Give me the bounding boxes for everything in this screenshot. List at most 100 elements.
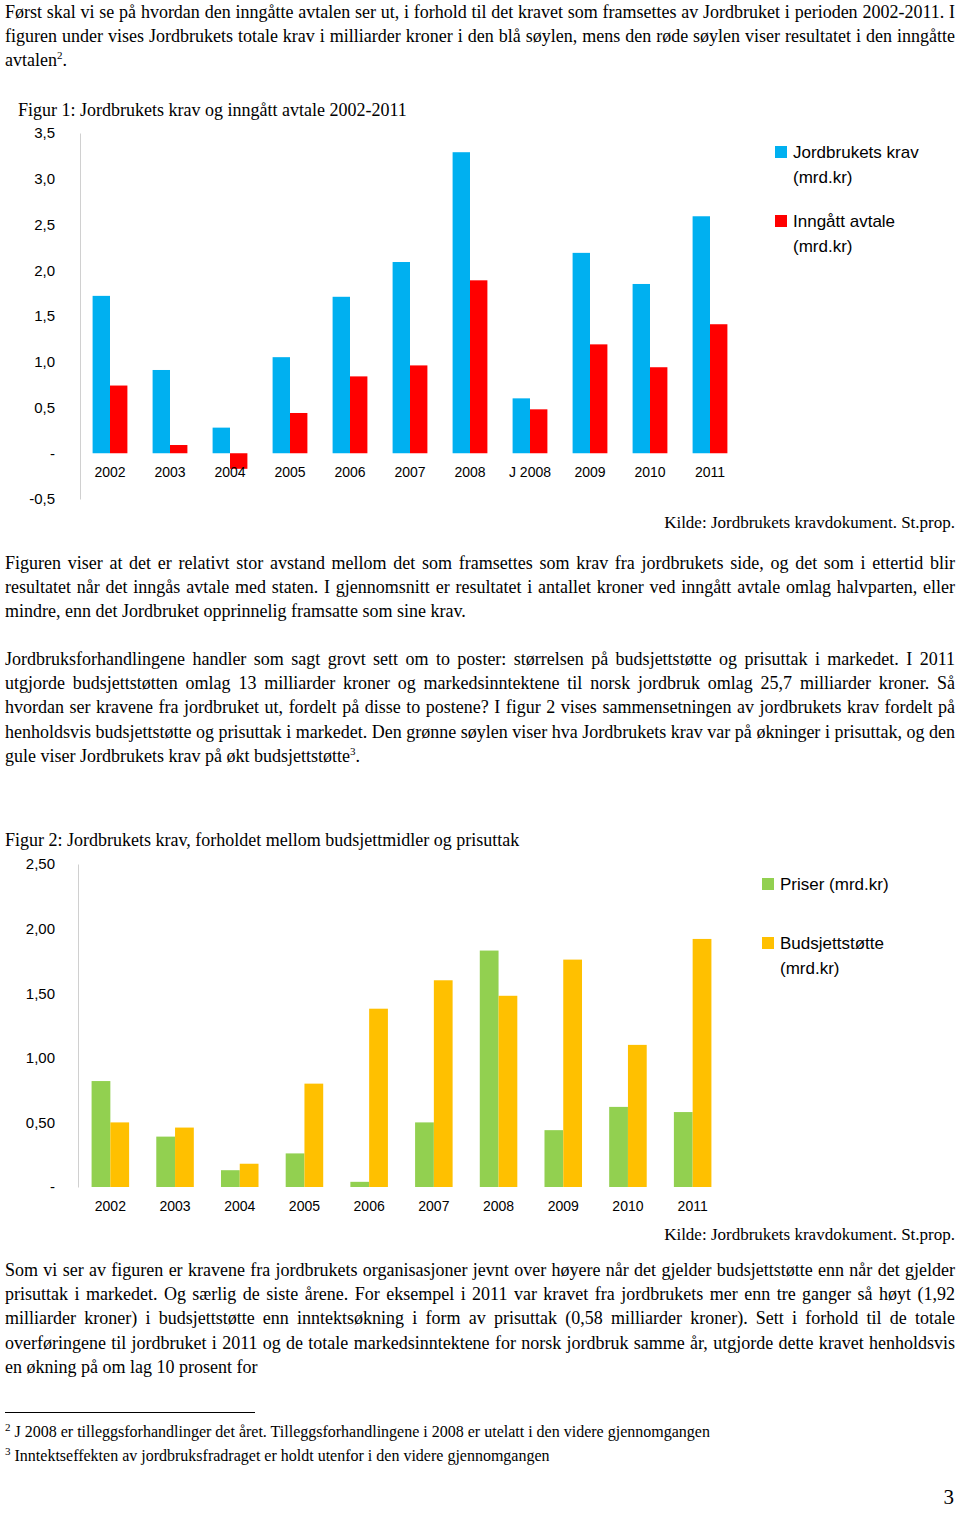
paragraph: Figuren viser at det er relativt stor av… — [5, 551, 955, 624]
x-tick: 2002 — [95, 1187, 126, 1214]
x-tick: 2011 — [678, 1187, 708, 1214]
x-tick-label: J 2008 — [509, 464, 551, 480]
x-tick-label: 2002 — [95, 1198, 126, 1214]
bar — [693, 939, 712, 1187]
chart-title: Figur 1: Jordbrukets krav og inngått avt… — [18, 100, 407, 120]
x-tick: 2004 — [224, 1187, 255, 1214]
x-tick: 2011 — [695, 453, 725, 480]
legend: Priser (mrd.kr)Budsjettstøtte(mrd.kr) — [762, 875, 889, 978]
y-tick: -0,5 — [29, 490, 80, 507]
x-tick-label: 2011 — [695, 464, 725, 480]
x-tick: 2003 — [154, 453, 185, 480]
bar — [480, 951, 499, 1187]
x-tick-label: 2005 — [274, 464, 305, 480]
footnote: 2 J 2008 er tilleggsforhandlinger det år… — [5, 1420, 955, 1444]
text-run: . — [62, 50, 67, 70]
legend-label: Inngått avtale(mrd.kr) — [793, 212, 895, 256]
x-axis: 2002200320042005200620072008J 2008200920… — [94, 453, 725, 480]
y-tick-label: -0,5 — [29, 490, 55, 507]
bar — [563, 960, 582, 1187]
x-tick: 2008 — [483, 1187, 514, 1214]
y-tick: 3,5 — [34, 124, 80, 141]
y-axis: -0,501,001,502,002,50 — [26, 855, 79, 1195]
bar — [410, 365, 427, 453]
bar — [350, 376, 367, 453]
bar — [110, 386, 127, 454]
bar — [333, 297, 350, 453]
y-tick: 2,0 — [34, 262, 80, 279]
y-tick: - — [50, 445, 80, 462]
y-tick: 1,5 — [34, 307, 80, 324]
footnote: 3 Inntektseffekten av jordbruksfradraget… — [5, 1444, 955, 1468]
text-run: Først skal vi se på hvordan den inngåtte… — [5, 2, 955, 70]
source-note: Kilde: Jordbrukets kravdokument. St.prop… — [664, 1225, 955, 1244]
bar — [93, 296, 110, 453]
bar — [369, 1009, 388, 1187]
bar — [530, 409, 547, 453]
y-tick-label: 2,00 — [26, 920, 55, 937]
x-tick-label: 2004 — [224, 1198, 255, 1214]
y-tick-label: 3,5 — [34, 124, 55, 141]
x-tick: 2004 — [214, 453, 245, 480]
y-axis-line — [80, 134, 81, 500]
x-tick: 2005 — [289, 1187, 320, 1214]
y-tick-label: 2,0 — [34, 262, 55, 279]
y-tick: 2,50 — [26, 855, 78, 872]
bar — [453, 152, 470, 453]
y-axis: -0,5-0,51,01,52,02,53,03,5 — [29, 124, 80, 507]
legend-label: Priser (mrd.kr) — [780, 875, 889, 894]
x-tick: 2010 — [612, 1187, 643, 1214]
chart-title: Figur 2: Jordbrukets krav, forholdet mel… — [5, 830, 519, 850]
footnote-marker: 2 — [5, 1421, 11, 1433]
text-run: Jordbruksforhandlingene handler som sagt… — [5, 649, 955, 766]
bar-series — [92, 951, 693, 1187]
bar — [240, 1164, 259, 1187]
legend-swatch — [762, 878, 774, 890]
footnote-text: J 2008 er tilleggsforhandlinger det året… — [15, 1423, 710, 1440]
bar — [573, 253, 590, 453]
y-tick-label: 3,0 — [34, 170, 55, 187]
bar — [221, 1170, 240, 1187]
bar — [92, 1081, 111, 1187]
x-tick-label: 2010 — [612, 1198, 643, 1214]
x-tick-label: 2008 — [483, 1198, 514, 1214]
y-tick-label: 0,50 — [26, 1114, 55, 1131]
bar — [693, 216, 710, 453]
page-number: 3 — [944, 1485, 955, 1510]
x-tick: 2005 — [274, 453, 305, 480]
y-tick: 0,5 — [34, 399, 80, 416]
x-tick: 2003 — [159, 1187, 190, 1214]
y-tick-label: - — [50, 445, 55, 462]
x-tick-label: 2003 — [154, 464, 185, 480]
paragraph: Jordbruksforhandlingene handler som sagt… — [5, 647, 955, 768]
x-tick: 2006 — [354, 1187, 385, 1214]
bar — [544, 1130, 563, 1187]
x-tick-label: 2009 — [548, 1198, 579, 1214]
bar — [304, 1084, 323, 1187]
y-tick: 2,00 — [26, 920, 78, 937]
bar — [286, 1153, 305, 1187]
x-tick: 2009 — [574, 453, 605, 480]
bar — [110, 1122, 129, 1187]
paragraph: Først skal vi se på hvordan den inngåtte… — [5, 0, 955, 73]
x-tick: 2002 — [94, 453, 125, 480]
bar — [153, 370, 170, 453]
bar — [434, 980, 453, 1187]
bar — [290, 413, 307, 453]
x-tick-label: 2010 — [634, 464, 665, 480]
x-tick-label: 2007 — [418, 1198, 449, 1214]
x-tick: 2009 — [548, 1187, 579, 1214]
y-tick: 2,5 — [34, 216, 80, 233]
bar — [273, 357, 290, 453]
x-tick-label: 2002 — [94, 464, 125, 480]
x-axis: 2002 2003 2004 2005 2006 2007 2008 2009 2010 2011 — [95, 1187, 708, 1214]
plot-area — [92, 939, 712, 1187]
x-tick: 2007 — [394, 453, 425, 480]
bar — [628, 1045, 647, 1187]
x-tick-label: 2009 — [574, 464, 605, 480]
y-tick: - — [50, 1178, 78, 1195]
bar — [710, 324, 727, 453]
x-tick-label: 2003 — [159, 1198, 190, 1214]
legend-swatch — [775, 146, 787, 158]
space — [11, 1447, 15, 1464]
